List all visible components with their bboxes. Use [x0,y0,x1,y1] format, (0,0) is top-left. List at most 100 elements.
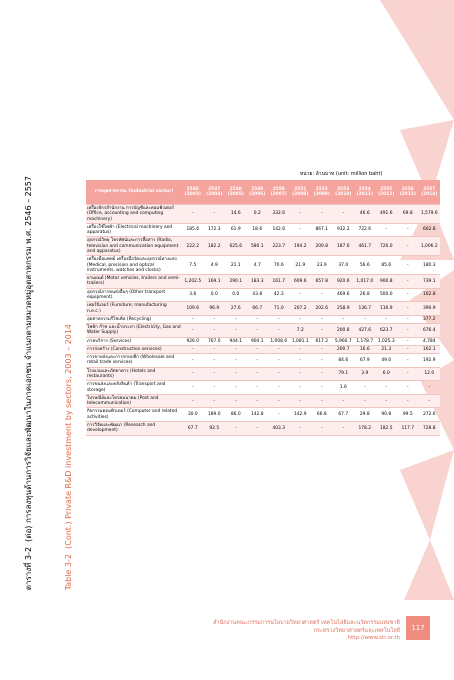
cell: 162.1 [418,345,440,355]
cell: - [268,394,290,409]
year-th: 2546 [186,186,199,192]
row-label: เฟอร์นิเจอร์ (Furniture; manufacturing n… [86,301,182,316]
cell: 21.3 [375,345,397,355]
cell: - [225,345,247,355]
cell: 66.7 [246,301,268,316]
cell: - [182,204,204,224]
row-label: ภาคบริการ (Services) [86,337,182,346]
cell: 142.9 [289,407,311,422]
cell: 67.9 [354,353,376,368]
cell: 3.9 [354,367,376,382]
cell: - [246,323,268,338]
cell: 96.9 [203,301,225,316]
cell: 461.7 [354,236,376,257]
cell: 86.0 [225,407,247,422]
cell: 29.8 [354,407,376,422]
cell: - [225,367,247,382]
cell: 332.6 [268,204,290,224]
title: (ต่อ) การลงทุนด้านการวิจัยและพัฒนาในภาคเ… [24,175,33,542]
cell: - [225,380,247,395]
label: ตารางที่ 3-2 [24,546,33,590]
cell: 99.5 [397,407,419,422]
table-row: เครื่องใช้ไฟฟ้า (Electrical machinery an… [86,223,440,238]
cell: - [397,380,419,395]
cell: 867.1 [311,223,333,238]
cell: 85.6 [375,255,397,276]
cell: - [397,337,419,346]
cell: 14.6 [225,204,247,224]
year-header: 2553 (2010) [332,180,354,205]
cell: - [203,345,225,355]
cell: 1,006.2 [418,236,440,257]
cell: 469.6 [332,288,354,303]
year-header: 2551 (2008) [289,180,311,205]
cell: - [397,236,419,257]
cell: 142.6 [268,223,290,238]
corner-header: ภาคอุตสาหกรรม (Industrial sector) [86,180,182,205]
year-en: (2005) [227,192,244,197]
cell: - [203,380,225,395]
cell: - [354,394,376,409]
footer: สำนักงานคณะกรรมการนโยบายวิทยาศาสตร์ เทคโ… [200,620,400,643]
cell: 4.9 [203,255,225,276]
cell: - [397,323,419,338]
cell: 377.2 [418,315,440,325]
cell: 90.8 [375,407,397,422]
cell: 30.0 [182,407,204,422]
cell: - [311,421,333,436]
cell: - [311,394,333,409]
year-th: 2549 [251,186,264,192]
cell: 427.6 [354,323,376,338]
row-label: เครื่องมือแพทย์ เครื่องมือวัดและอุปกรณ์ท… [86,255,182,276]
cell: - [182,367,204,382]
cell: - [289,380,311,395]
cell: - [289,345,311,355]
cell: 182.5 [375,421,397,436]
cell: - [397,315,419,325]
row-label: เครื่องใช้ไฟฟ้า (Electrical machinery an… [86,223,182,238]
table-row: ภาคบริการ (Services) 926.0 767.0 944.1 904.1… [86,337,440,346]
cell: 182.2 [203,236,225,257]
table: ภาคอุตสาหกรรม (Industrial sector) 2546 (20… [86,180,440,436]
cell: - [268,380,290,395]
cell: - [182,380,204,395]
year-header: 2546 (2003) [182,180,204,205]
cell: 61.9 [225,223,247,238]
cell: - [268,345,290,355]
cell: 0.0 [203,288,225,303]
cell: - [182,345,204,355]
cell: 1,178.7 [354,337,376,346]
cell: 920.6 [332,274,354,289]
cell: - [246,421,268,436]
cell: 21.9 [289,255,311,276]
year-en: (2009) [313,192,330,197]
cell: 178.2 [354,421,376,436]
row-label: ยานยนต์ (Motor vehicles, trailers and se… [86,274,182,289]
cell: 42.3 [268,288,290,303]
cell: 202.6 [311,301,333,316]
cell: 390.9 [418,301,440,316]
cell: 222.2 [182,236,204,257]
year-th: 2553 [337,186,350,192]
cell: - [311,367,333,382]
row-label: อุตสาหกรรมรีไซเคิล (Recycling) [86,315,182,325]
cell: 926.0 [182,337,204,346]
cell: 16.6 [354,345,376,355]
cell: - [268,407,290,422]
row-label: การขนส่งและคลังสินค้า (Transport and sto… [86,380,182,395]
cell: 722.6 [354,223,376,238]
cell: 258.9 [332,301,354,316]
cell: - [203,394,225,409]
cell: - [203,315,225,325]
cell: - [203,323,225,338]
unit: หน่วย: ล้านบาท (unit: million baht) [300,171,383,177]
footer-url: http://www.sti.or.th [347,635,400,642]
cell: 1,008.6 [268,337,290,346]
cell: - [182,315,204,325]
year-header: 2552 (2009) [311,180,333,205]
cell: 70.6 [268,255,290,276]
cell: - [268,315,290,325]
cell: - [203,367,225,382]
row-label: กิจกรรมคอมพิวเตอร์ (Computer and related… [86,407,182,422]
